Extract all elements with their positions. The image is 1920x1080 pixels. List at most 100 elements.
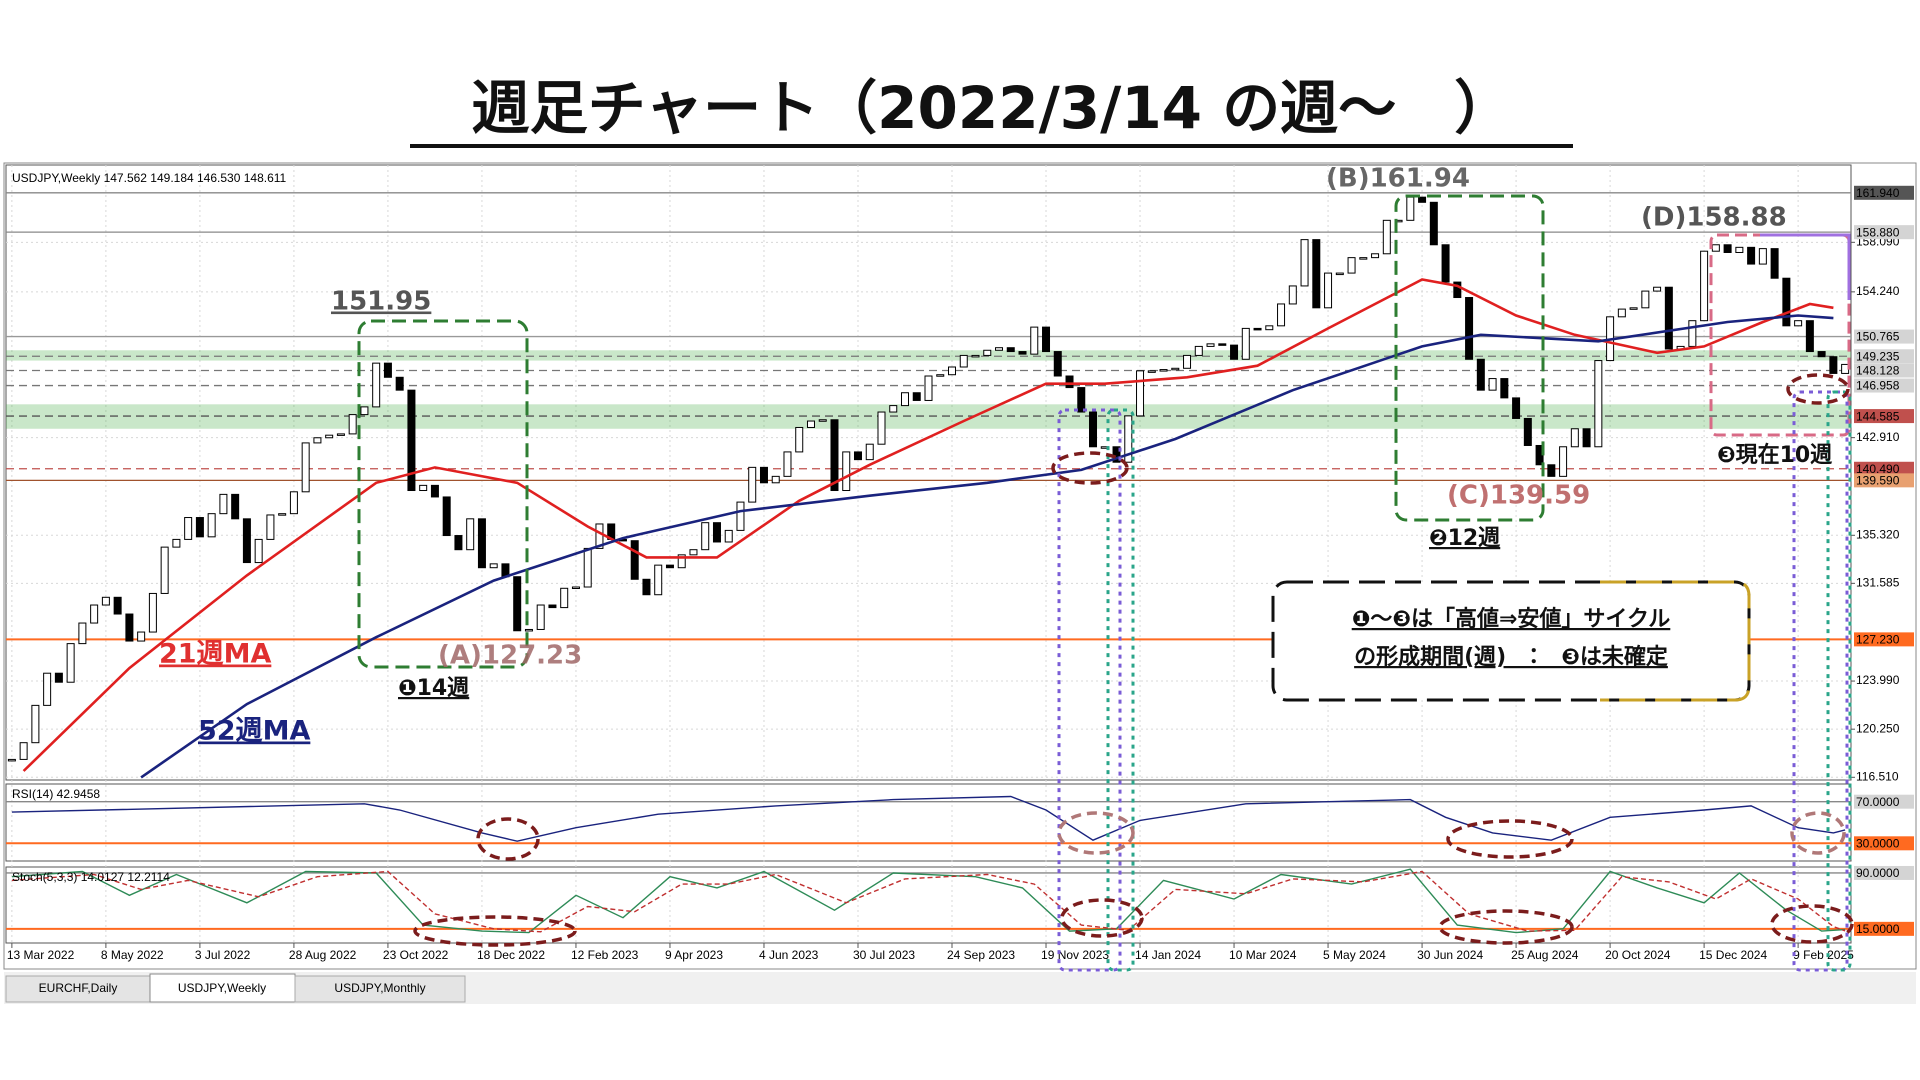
candle [936, 374, 945, 377]
highlight-ellipses [413, 373, 1854, 947]
level-label-bg [1854, 794, 1914, 809]
x-tick-label: 24 Sep 2023 [947, 948, 1015, 962]
candle [266, 514, 275, 540]
cycle-label: ❷12週 [1429, 526, 1500, 551]
y-tick-label: 123.990 [1856, 673, 1900, 687]
candle [101, 596, 110, 606]
cycle-label: ❶14週 [398, 676, 469, 701]
candle [90, 604, 99, 624]
candle [665, 564, 674, 569]
candle [642, 578, 651, 596]
period-marker [1792, 390, 1849, 972]
candle [19, 742, 28, 760]
level-label-bg [1854, 225, 1914, 240]
candle [125, 613, 134, 642]
candle [524, 628, 533, 632]
candle [1277, 303, 1286, 327]
note-box [1271, 580, 1751, 702]
candle [78, 622, 87, 645]
candle [325, 434, 334, 439]
candle [1253, 327, 1262, 331]
candle [1559, 446, 1568, 477]
candle [395, 376, 404, 391]
candle [1171, 367, 1180, 371]
highlight-ellipse [1770, 904, 1854, 944]
x-tick-label: 30 Jun 2024 [1417, 948, 1483, 962]
candle [865, 443, 874, 461]
level-label-bg [1854, 836, 1914, 851]
tab-bg [5, 975, 151, 1003]
candle [900, 392, 909, 407]
candle [889, 405, 898, 413]
candle [971, 354, 980, 358]
level-label: 70.0000 [1856, 795, 1900, 809]
tab-bg [294, 975, 466, 1003]
candle [1300, 239, 1309, 287]
candle [1782, 277, 1791, 327]
candle [995, 347, 1004, 351]
level-label-bg [1854, 865, 1914, 880]
x-tick-label: 12 Feb 2023 [571, 948, 639, 962]
candle [207, 513, 216, 538]
candle [477, 518, 486, 569]
period-marker [1106, 408, 1135, 972]
candle [113, 596, 122, 615]
candle [1241, 327, 1250, 360]
highlight-ellipse [1446, 819, 1574, 859]
candle [1288, 285, 1297, 305]
level-label: 144.585 [1856, 409, 1900, 423]
candle [419, 484, 428, 492]
tab[interactable]: USDJPY,Weekly [149, 973, 296, 1003]
candle [1147, 370, 1156, 373]
candle [1794, 320, 1803, 327]
candle [1077, 387, 1086, 413]
candle [1465, 297, 1474, 360]
candle [313, 437, 322, 444]
level-label: 140.490 [1856, 462, 1900, 476]
note-line: ❶〜❸は「高値⇒安値」サイクル [1352, 606, 1671, 632]
ma-label: 52週MA [198, 716, 310, 747]
level-label-bg [1854, 363, 1914, 378]
candle [806, 420, 815, 428]
x-tick-label: 13 Mar 2022 [7, 948, 75, 962]
candle [712, 522, 721, 543]
tab[interactable]: USDJPY,Monthly [294, 975, 466, 1003]
candle [771, 475, 780, 484]
candle [912, 392, 921, 401]
candle [1006, 347, 1015, 353]
candle [407, 389, 416, 492]
moving-average [140, 314, 1834, 779]
candle [1065, 375, 1074, 389]
tab-label[interactable]: EURCHF,Daily [39, 981, 118, 995]
candle [360, 406, 369, 416]
candle [31, 704, 40, 744]
candle [1230, 344, 1239, 360]
candle [548, 604, 557, 609]
highlight-ellipse [413, 915, 577, 947]
candle [1183, 354, 1192, 369]
peak-label: (A)127.23 [438, 641, 582, 671]
level-band [6, 350, 1851, 361]
candle [1018, 351, 1027, 355]
tab-label[interactable]: USDJPY,Weekly [178, 981, 266, 995]
tab[interactable]: EURCHF,Daily [5, 975, 151, 1003]
peak-label: (C)139.59 [1447, 481, 1590, 511]
candle [1136, 370, 1145, 417]
level-label: 15.0000 [1856, 922, 1900, 936]
candle [231, 493, 240, 520]
candle [795, 426, 804, 453]
cycle-label: ❸現在10週 [1717, 442, 1832, 468]
candle [1194, 345, 1203, 356]
candle [654, 564, 663, 596]
x-tick-label: 5 May 2024 [1323, 948, 1386, 962]
tab-label[interactable]: USDJPY,Monthly [334, 981, 425, 995]
candle [842, 451, 851, 492]
candle [1441, 244, 1450, 283]
candle [1829, 356, 1838, 374]
candle [1382, 219, 1391, 255]
candle [724, 529, 733, 543]
candle [1406, 196, 1415, 221]
